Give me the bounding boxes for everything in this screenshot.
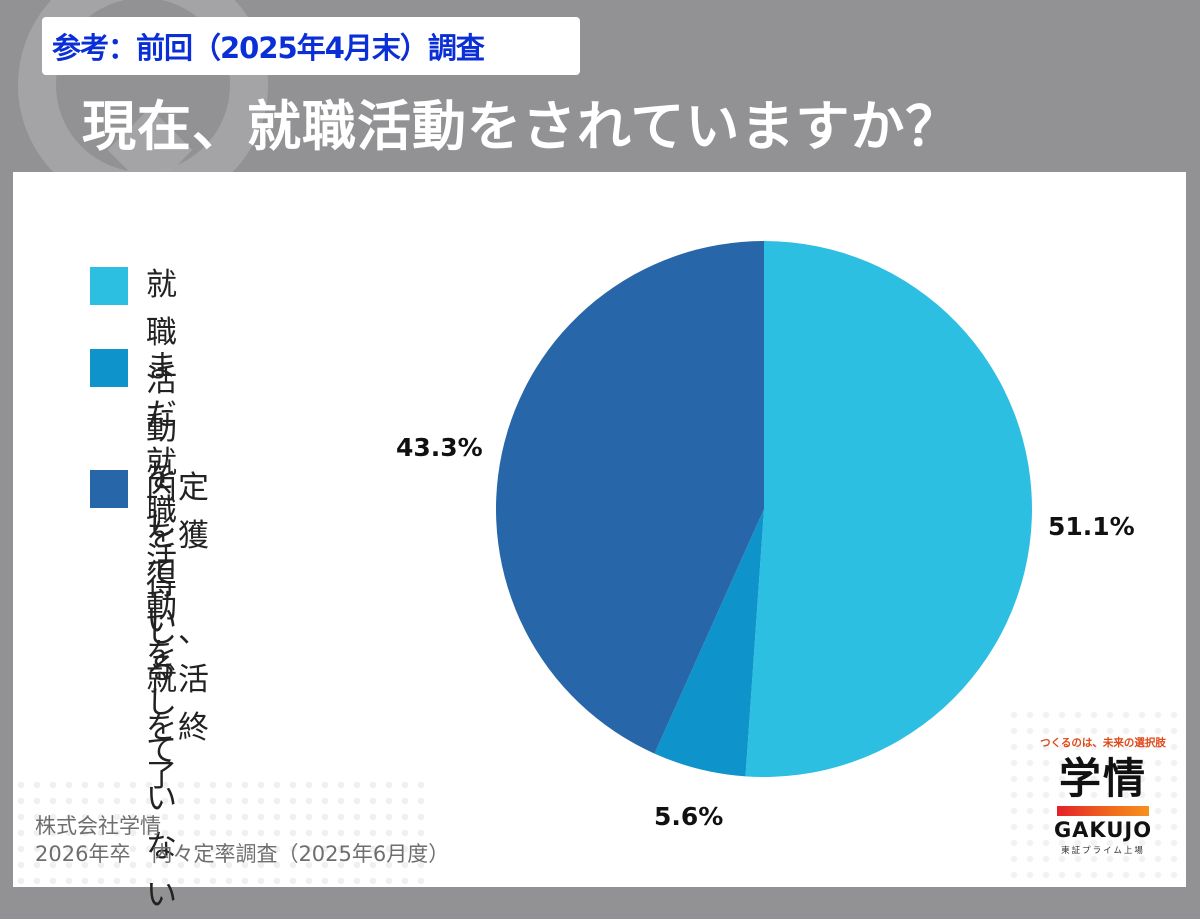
page-title: 現在、就職活動をされていますか？: [82, 95, 961, 158]
source-note: 株式会社学情 2026年卒 内々定率調査（2025年6月度）: [35, 812, 449, 868]
legend-item-active: 就職活動をしている: [90, 265, 178, 693]
legend-swatch-icon: [90, 349, 128, 387]
source-survey: 2026年卒 内々定率調査（2025年6月度）: [35, 842, 450, 866]
source-company: 株式会社学情: [35, 814, 161, 838]
legend-label: まだ就職活動を していない: [146, 349, 178, 913]
data-label-finished: 43.3%: [396, 433, 483, 462]
reference-badge: 参考：前回（2025年4月末）調査: [42, 17, 580, 75]
dot-pattern-right: [1006, 707, 1186, 887]
legend-swatch-icon: [90, 267, 128, 305]
logo-kanji: 学情: [1058, 754, 1147, 803]
legend-item-not-started: まだ就職活動を していない: [90, 347, 178, 919]
legend-swatch-icon: [90, 470, 128, 508]
pie-slice-active: [745, 241, 1033, 777]
reference-badge-text: 参考：前回（2025年4月末）調査: [52, 31, 485, 65]
dot-pattern: [13, 777, 433, 887]
legend-item-finished: 内定を獲得し、 就活を終了: [90, 468, 210, 800]
pie-slice-finished: [496, 241, 764, 754]
legend-label: 内定を獲得し、 就活を終了: [146, 470, 210, 794]
logo-gradient-bar: [1057, 806, 1149, 816]
data-label-active: 51.1%: [1048, 512, 1135, 541]
pie-slice-not-started: [654, 509, 764, 777]
pie-chart: [496, 241, 1033, 777]
logo-english: GAKUJO: [1053, 818, 1153, 842]
gakujo-logo: つくるのは、未来の選択肢 学情 GAKUJO 東証プライム上場: [1028, 735, 1178, 856]
data-label-not-started: 5.6%: [654, 802, 724, 831]
legend-label: 就職活動をしている: [146, 267, 178, 687]
logo-tagline: つくるのは、未来の選択肢: [1040, 737, 1166, 749]
logo-listing: 東証プライム上場: [1061, 846, 1145, 856]
chart-card: 就職活動をしている まだ就職活動を していない 内定を獲得し、 就活を終了 51…: [13, 172, 1186, 913]
